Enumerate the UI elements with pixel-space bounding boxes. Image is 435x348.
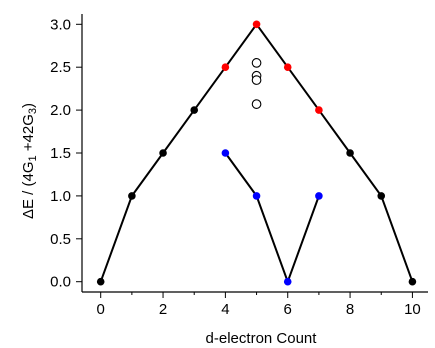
x-tick-label: 0 (97, 301, 105, 318)
series-line (224, 152, 320, 285)
y-axis-title-suffix: ) (20, 103, 37, 108)
data-point (159, 149, 167, 157)
x-axis-title: d-electron Count (206, 330, 318, 347)
data-point (408, 277, 417, 286)
data-point (252, 192, 261, 200)
series-0 (96, 20, 417, 286)
data-point (315, 106, 323, 114)
plot-area (96, 20, 417, 286)
x-ticks: 0 2 4 6 8 10 (97, 292, 421, 318)
y-ticks: 0.0 0.5 1.0 1.5 2.0 2.5 3.0 (50, 16, 82, 291)
data-point (128, 192, 136, 200)
data-point (377, 192, 386, 200)
data-point (346, 149, 354, 157)
data-point (283, 63, 292, 71)
data-point (221, 63, 230, 71)
data-point (251, 75, 262, 85)
data-point (190, 106, 199, 114)
series-1 (221, 149, 323, 286)
x-tick-label: 2 (159, 301, 167, 318)
data-point (252, 20, 261, 29)
y-tick-label: 0.0 (50, 274, 71, 291)
data-point (315, 192, 323, 200)
y-axis-title-sub1: 1 (27, 155, 39, 161)
data-point (251, 58, 262, 68)
x-tick-label: 8 (346, 301, 354, 318)
y-tick-label: 2.5 (50, 59, 71, 76)
data-point (251, 99, 262, 109)
series-2 (251, 58, 262, 109)
data-point (96, 277, 105, 286)
y-tick-label: 0.5 (50, 231, 71, 248)
y-axis-title-prefix: ΔE / (4G (20, 161, 37, 219)
x-tick-label: 4 (221, 301, 229, 318)
data-point (283, 277, 292, 286)
y-tick-label: 3.0 (50, 16, 71, 33)
y-axis-title: ΔE / (4G1 +42G3) (20, 103, 39, 219)
data-point (221, 149, 230, 157)
y-tick-label: 1.0 (50, 188, 71, 205)
y-axis-title-mid: +42G (20, 114, 37, 155)
x-tick-label: 10 (404, 301, 421, 318)
y-tick-label: 2.0 (50, 102, 71, 119)
y-tick-label: 1.5 (50, 145, 71, 162)
x-tick-label: 6 (284, 301, 292, 318)
y-axis-title-sub2: 3 (27, 108, 39, 114)
